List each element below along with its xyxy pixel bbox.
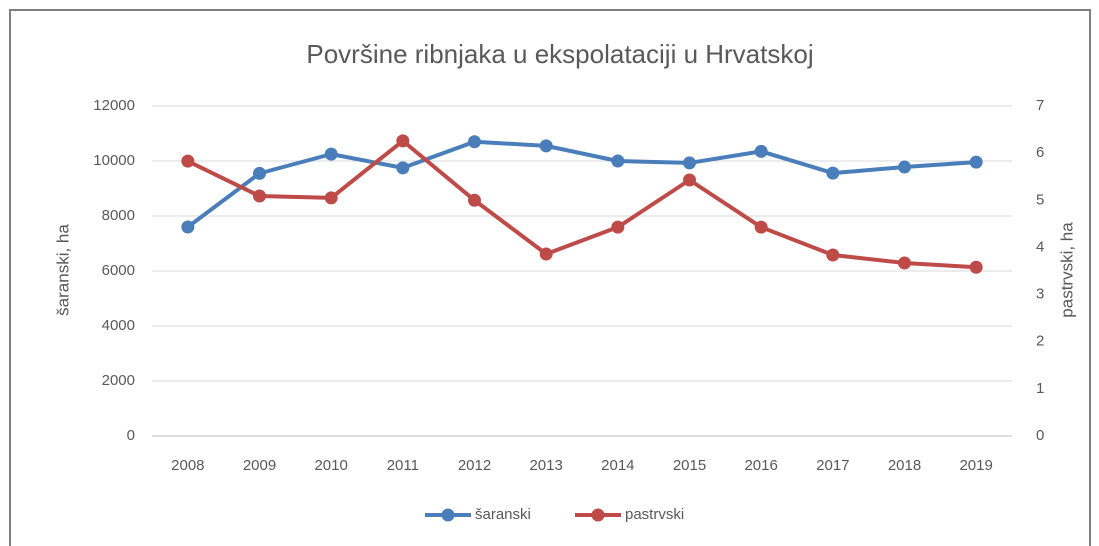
y2-tick-label: 2 xyxy=(1036,333,1044,350)
point xyxy=(611,220,625,234)
point xyxy=(468,135,481,149)
x-tick-label: 2014 xyxy=(601,457,634,474)
legend-label: šaranski xyxy=(475,506,531,523)
point xyxy=(539,139,553,153)
x-tick-label: 2011 xyxy=(387,457,419,474)
series-line xyxy=(186,138,977,270)
legend-marker xyxy=(441,508,455,522)
y2-tick-label: 6 xyxy=(1036,144,1044,161)
x-tick-label: 2017 xyxy=(816,457,849,474)
x-tick-label: 2010 xyxy=(314,457,347,474)
y-tick-label: 10000 xyxy=(93,152,135,169)
legend-label: pastrvski xyxy=(625,506,684,523)
x-tick-label: 2016 xyxy=(744,457,777,474)
y-tick-label: 8000 xyxy=(102,207,135,224)
chart-frame xyxy=(9,9,1091,546)
y2-tick-label: 3 xyxy=(1036,286,1044,303)
y2-tick-label: 0 xyxy=(1036,427,1044,444)
point xyxy=(754,220,768,234)
x-tick-label: 2018 xyxy=(888,457,921,474)
point xyxy=(539,247,553,261)
y2-axis-label: pastrvski, ha xyxy=(1057,222,1076,318)
point xyxy=(253,166,266,180)
point xyxy=(324,191,338,205)
point xyxy=(253,189,266,203)
x-tick-label: 2012 xyxy=(458,457,491,474)
point xyxy=(969,155,983,169)
point xyxy=(683,173,696,187)
y2-tick-label: 4 xyxy=(1036,238,1044,255)
x-tick-label: 2009 xyxy=(243,457,276,474)
point xyxy=(324,147,338,161)
y-tick-label: 6000 xyxy=(102,262,135,279)
x-tick-label: 2015 xyxy=(673,457,706,474)
y2-tick-label: 1 xyxy=(1036,380,1044,397)
point xyxy=(969,260,983,274)
point xyxy=(396,161,410,175)
y2-tick-label: 7 xyxy=(1036,97,1044,114)
point xyxy=(181,220,195,234)
point xyxy=(181,154,195,168)
y-tick-label: 4000 xyxy=(102,317,135,334)
x-tick-label: 2019 xyxy=(959,457,992,474)
point xyxy=(898,160,911,174)
chart-title: Površine ribnjaka u ekspolataciji u Hrva… xyxy=(306,39,813,69)
y-tick-label: 0 xyxy=(127,427,135,444)
y-axis-label: šaranski, ha xyxy=(53,224,72,316)
y2-tick-label: 5 xyxy=(1036,191,1044,208)
series-line xyxy=(186,139,977,229)
point xyxy=(898,256,911,270)
x-tick-label: 2008 xyxy=(171,457,204,474)
point xyxy=(396,134,410,148)
point xyxy=(468,193,481,207)
point xyxy=(754,144,768,158)
point xyxy=(826,248,840,262)
point xyxy=(826,166,840,180)
legend-marker xyxy=(591,508,605,522)
point xyxy=(683,156,696,170)
point xyxy=(611,154,625,168)
y-tick-label: 12000 xyxy=(93,97,135,114)
y-tick-label: 2000 xyxy=(102,372,135,389)
x-tick-label: 2013 xyxy=(529,457,562,474)
